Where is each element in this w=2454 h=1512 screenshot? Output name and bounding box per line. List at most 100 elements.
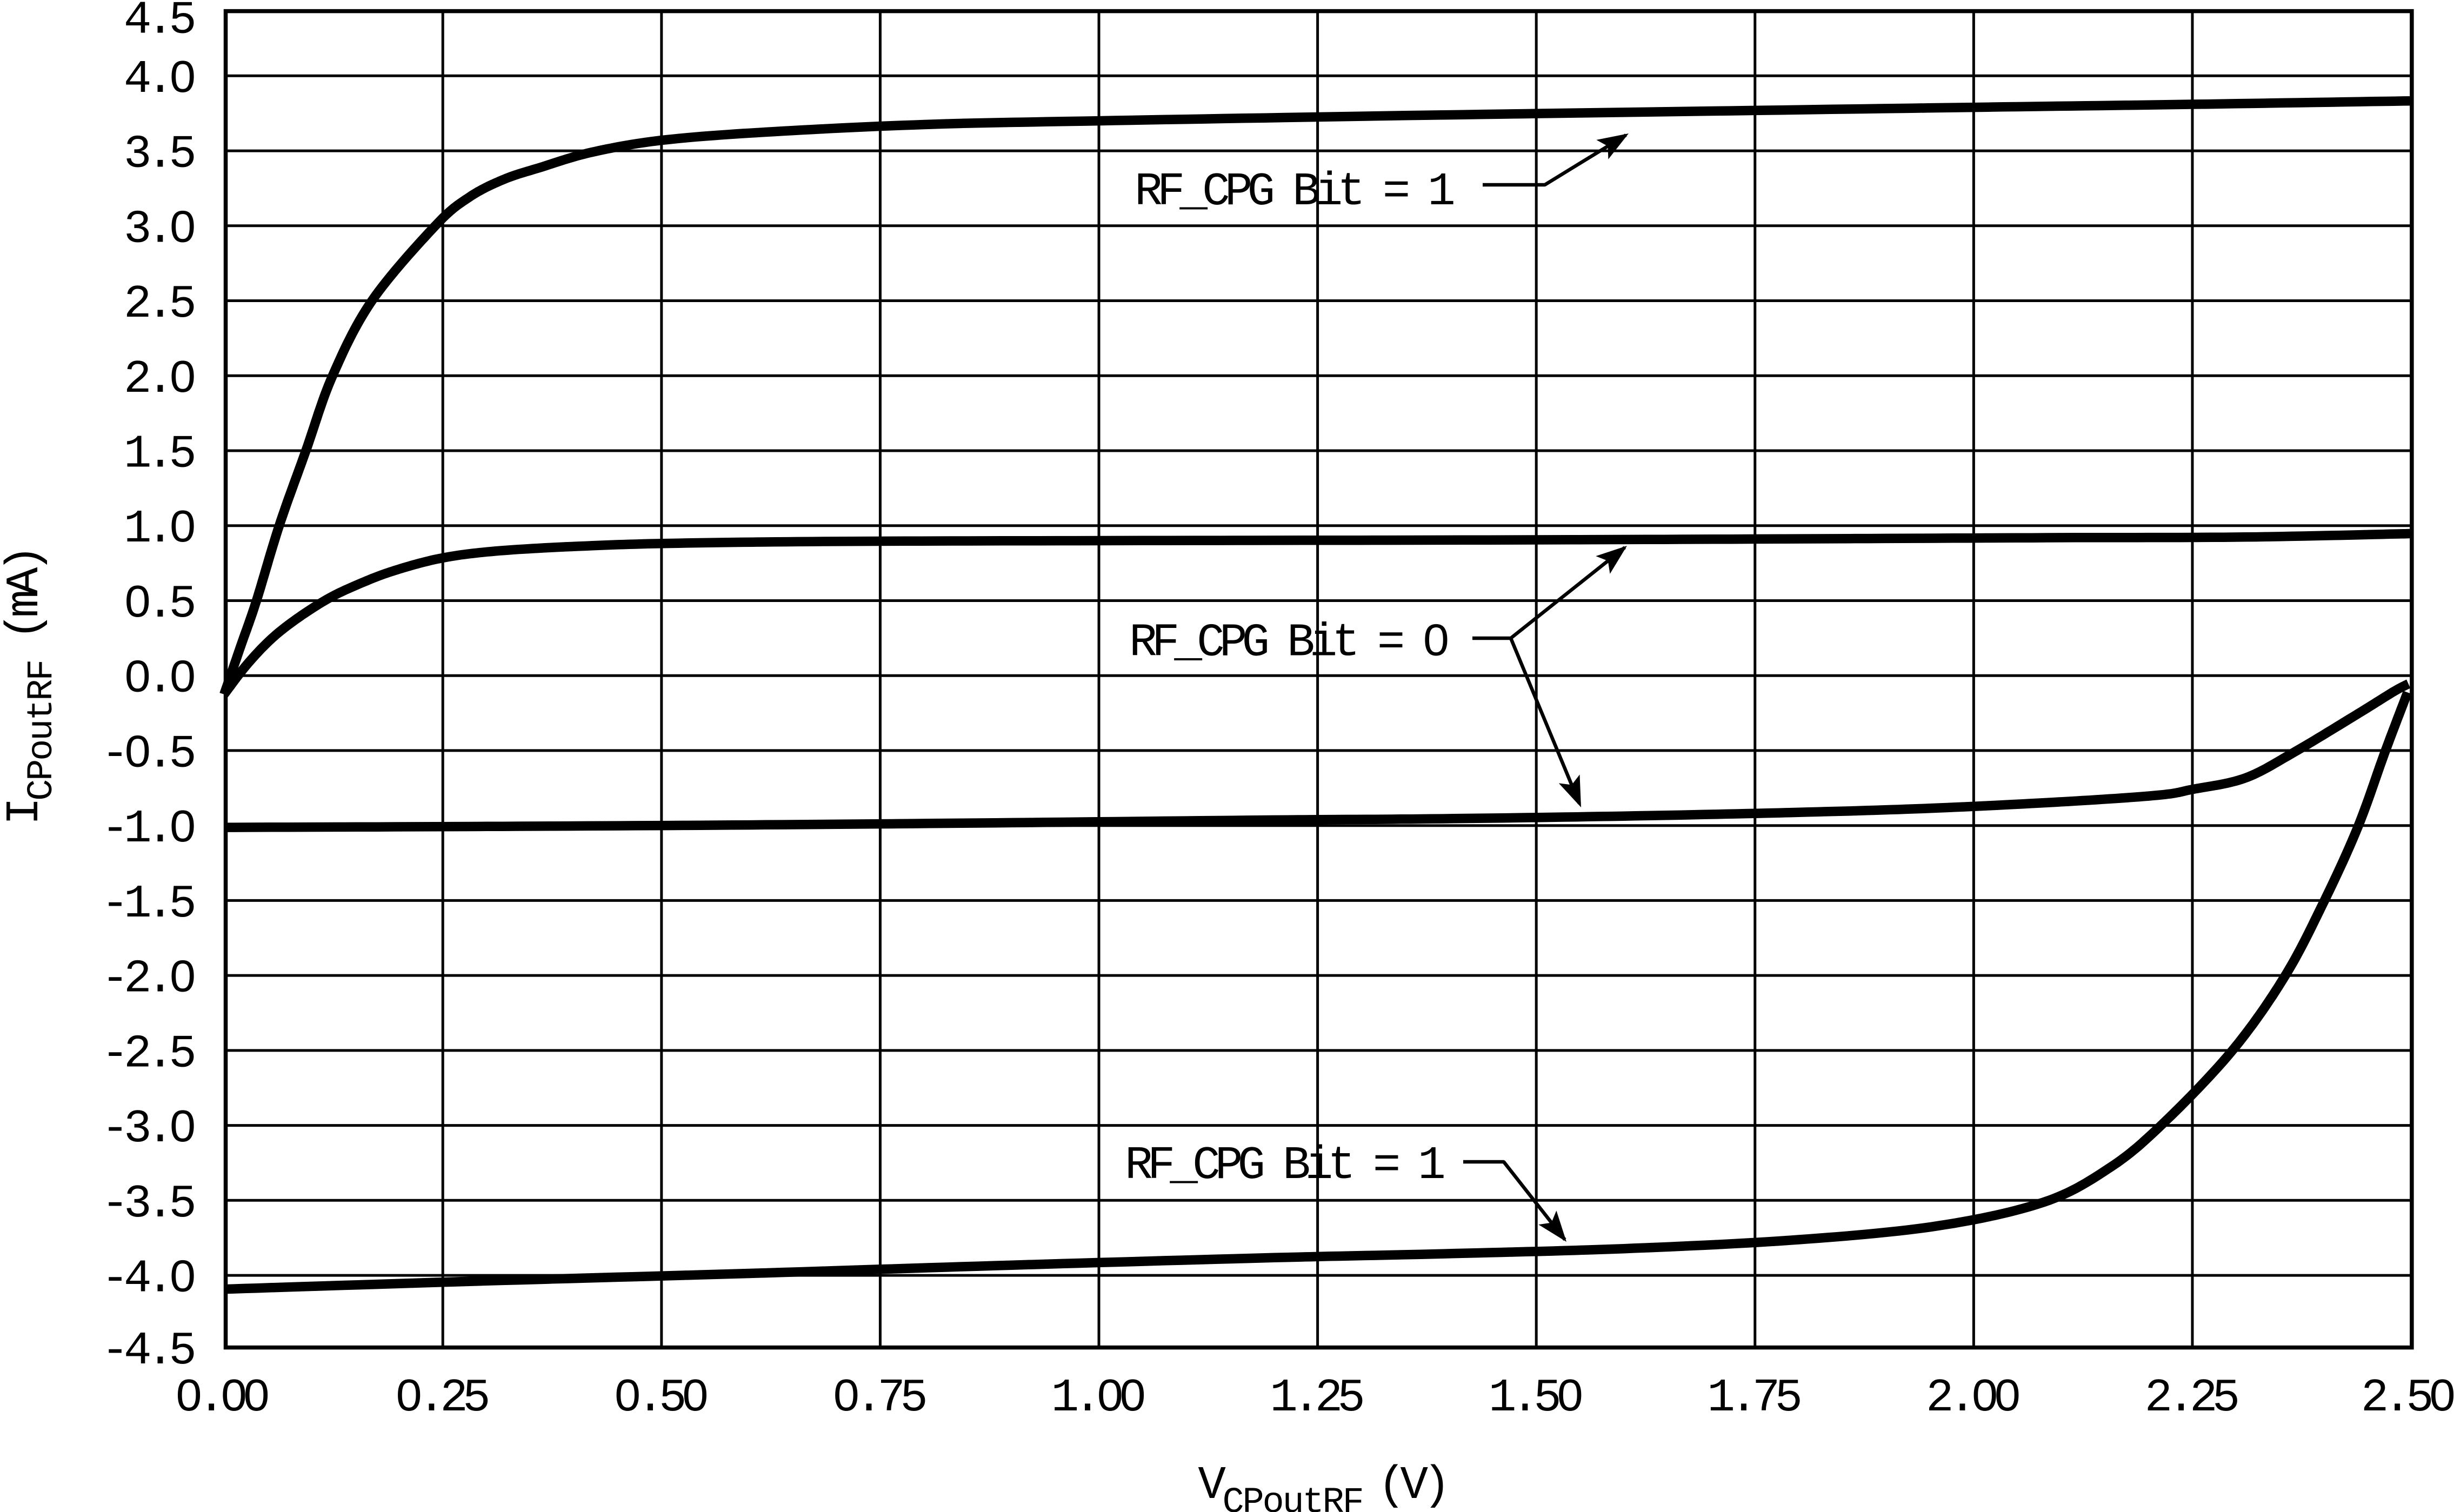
svg-text:F: F (1342, 1482, 1364, 1512)
svg-text:t: t (1328, 1139, 1356, 1192)
svg-text:.: . (146, 1178, 175, 1230)
svg-text:5: 5 (169, 1027, 197, 1080)
svg-text:_: _ (1173, 617, 1202, 670)
svg-text:I: I (0, 797, 51, 825)
svg-text:u: u (22, 719, 63, 741)
svg-text:-: - (101, 1253, 129, 1306)
svg-text:(: ( (1378, 1459, 1406, 1512)
svg-text:1: 1 (1707, 1371, 1735, 1424)
svg-text:5: 5 (169, 428, 197, 481)
svg-text:=: = (1383, 165, 1411, 218)
svg-text:.: . (146, 878, 175, 931)
svg-text:5: 5 (463, 1371, 491, 1424)
svg-text:A: A (0, 567, 51, 595)
svg-text:.: . (1511, 1371, 1539, 1424)
svg-text:-: - (101, 878, 129, 931)
svg-text:-: - (101, 1178, 129, 1230)
svg-text:-: - (101, 802, 129, 855)
svg-text:B: B (1292, 165, 1321, 218)
svg-text:5: 5 (169, 1324, 197, 1377)
svg-text:2: 2 (2145, 1371, 2173, 1424)
svg-text:.: . (146, 1253, 175, 1306)
svg-text:1: 1 (1428, 165, 1456, 218)
svg-text:R: R (22, 679, 63, 701)
svg-text:.: . (146, 0, 175, 47)
svg-text:1: 1 (124, 428, 152, 481)
svg-text:-: - (101, 1102, 129, 1155)
svg-text:.: . (146, 1324, 175, 1377)
svg-text:i: i (1305, 1139, 1333, 1192)
svg-text:.: . (2167, 1371, 2195, 1424)
svg-text:=: = (1377, 617, 1405, 670)
svg-text:P: P (22, 759, 63, 781)
svg-text:5: 5 (1775, 1371, 1803, 1424)
svg-text:2: 2 (124, 353, 152, 406)
svg-text:=: = (1373, 1139, 1401, 1192)
svg-text:.: . (1292, 1371, 1321, 1424)
svg-text:P: P (1219, 617, 1248, 670)
svg-text:4: 4 (124, 1324, 152, 1377)
svg-text:t: t (1332, 617, 1360, 670)
svg-text:4: 4 (124, 0, 152, 47)
svg-text:-: - (101, 1027, 129, 1080)
svg-text:5: 5 (169, 727, 197, 780)
svg-text:R: R (1322, 1482, 1344, 1512)
svg-text:3: 3 (124, 203, 152, 256)
svg-text:V: V (1198, 1459, 1226, 1512)
svg-text:-: - (101, 1324, 129, 1377)
svg-text:2: 2 (1926, 1371, 1954, 1424)
svg-text:.: . (146, 1102, 175, 1155)
svg-text:7: 7 (1752, 1371, 1781, 1424)
svg-text:.: . (1730, 1371, 1758, 1424)
svg-text:5: 5 (169, 128, 197, 181)
svg-text:t: t (22, 699, 63, 721)
svg-text:C: C (1192, 1139, 1221, 1192)
svg-text:F: F (1148, 1139, 1176, 1192)
svg-text:V: V (1400, 1459, 1428, 1512)
svg-text:.: . (146, 578, 175, 631)
svg-text:R: R (1129, 617, 1157, 670)
svg-text:.: . (146, 203, 175, 256)
svg-text:C: C (1197, 617, 1225, 670)
svg-text:5: 5 (900, 1371, 928, 1424)
svg-text:P: P (1242, 1482, 1264, 1512)
svg-text:o: o (22, 739, 63, 761)
svg-text:.: . (146, 1027, 175, 1080)
svg-text:t: t (1302, 1482, 1324, 1512)
svg-text:_: _ (1169, 1139, 1198, 1192)
svg-text:3: 3 (124, 1178, 152, 1230)
svg-text:C: C (22, 779, 63, 801)
svg-text:u: u (1282, 1482, 1304, 1512)
svg-text:o: o (1262, 1482, 1284, 1512)
svg-text:5: 5 (169, 1178, 197, 1230)
svg-text:_: _ (1179, 165, 1208, 218)
svg-text:B: B (1287, 617, 1315, 670)
svg-text:P: P (1225, 165, 1253, 218)
svg-text:i: i (1310, 617, 1338, 670)
svg-text:.: . (146, 428, 175, 481)
svg-text:1: 1 (1418, 1139, 1446, 1192)
svg-text:.: . (418, 1371, 446, 1424)
svg-text:5: 5 (169, 0, 197, 47)
svg-text:5: 5 (1533, 1371, 1562, 1424)
svg-text:2: 2 (124, 1027, 152, 1080)
svg-text:1: 1 (124, 503, 152, 556)
svg-text:.: . (146, 278, 175, 331)
svg-text:R: R (1125, 1139, 1153, 1192)
svg-text:5: 5 (2212, 1371, 2240, 1424)
svg-text:2: 2 (2361, 1371, 2389, 1424)
svg-text:2: 2 (2190, 1371, 2218, 1424)
svg-text:F: F (1157, 165, 1185, 218)
svg-text:R: R (1135, 165, 1163, 218)
svg-text:.: . (146, 53, 175, 106)
svg-text:B: B (1283, 1139, 1311, 1192)
svg-text:1: 1 (124, 802, 152, 855)
svg-text:1: 1 (124, 878, 152, 931)
svg-text:3: 3 (124, 1102, 152, 1155)
svg-text:P: P (1215, 1139, 1243, 1192)
svg-text:.: . (855, 1371, 883, 1424)
svg-text:.: . (2383, 1371, 2411, 1424)
svg-text:5: 5 (169, 878, 197, 931)
svg-text:.: . (636, 1371, 664, 1424)
svg-text:C: C (1222, 1482, 1244, 1512)
